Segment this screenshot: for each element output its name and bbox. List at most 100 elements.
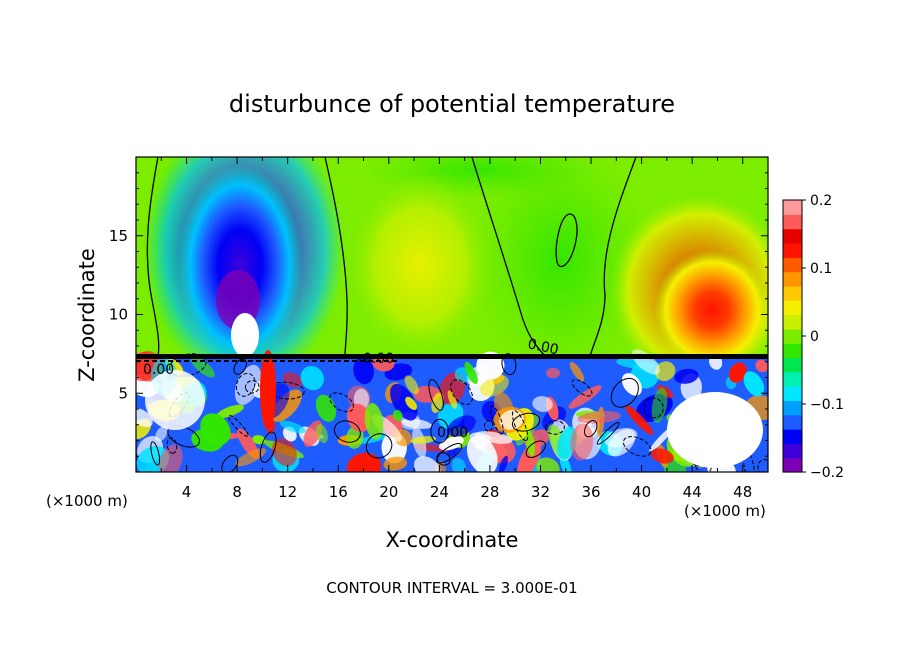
- turbulence-contour: [167, 425, 200, 448]
- colorbar-segment: [783, 314, 802, 330]
- turbulence-cell: [674, 368, 699, 384]
- colorbar-segment: [783, 271, 802, 287]
- turbulence-cell: [155, 426, 168, 442]
- turbulence-contour: [596, 421, 620, 445]
- colorbar-segment: [783, 357, 802, 373]
- colorbar-segment: [783, 300, 802, 316]
- green-zone-mid: [470, 157, 650, 380]
- colorbar-ticks: 0.2 0.1 0 −0.1 −0.2: [802, 193, 844, 481]
- turbulence-cell: [625, 405, 654, 436]
- turbulence-contour: [244, 380, 260, 394]
- turbulence-cell: [282, 372, 303, 388]
- y-tick-label: 15: [109, 227, 128, 245]
- turbulence-contour: [450, 379, 474, 405]
- turbulence-cell: [404, 375, 419, 395]
- turbulence-cell: [346, 403, 371, 432]
- turbulence-contour: [333, 420, 361, 443]
- turbulence-cell: [499, 455, 508, 472]
- turbulence-cell: [279, 420, 306, 434]
- colorbar-tick-label: 0: [810, 329, 819, 345]
- turbulence-contour: [436, 452, 451, 466]
- turbulence-contour: [235, 372, 256, 397]
- turbulence-cell: [252, 435, 266, 445]
- chart-title: disturbunce of potential temperature: [229, 90, 675, 118]
- x-tick-label: 12: [278, 483, 297, 501]
- colorbar-segment: [783, 371, 802, 387]
- x-tick-label: 48: [733, 483, 752, 501]
- turbulence-cell: [410, 436, 437, 444]
- cold-anomaly-core: [178, 165, 302, 365]
- turbulence-cell: [464, 361, 478, 385]
- warm-anomaly-core: [654, 250, 768, 370]
- colorbar-segment: [783, 457, 802, 473]
- colorbar-segment: [783, 200, 802, 215]
- zero-contour-left: [146, 157, 160, 357]
- turbulence-cell: [655, 361, 676, 382]
- colorbar-segment: [783, 414, 802, 430]
- turbulence-cell: [607, 429, 636, 457]
- turbulence-cell: [315, 423, 328, 444]
- turbulence-cell: [353, 357, 374, 385]
- colorbar-segment: [783, 443, 802, 459]
- turbulence-contour: [511, 410, 529, 442]
- turbulence-cell: [536, 457, 560, 472]
- turbulence-contour: [436, 443, 463, 464]
- colorbar-segment: [783, 400, 802, 416]
- turbulence-cell: [447, 390, 458, 409]
- turbulence-contour: [150, 441, 161, 466]
- turbulence-cell: [466, 435, 498, 472]
- turbulence-cell: [479, 374, 509, 397]
- colorbar-segment: [783, 429, 802, 444]
- plot-field: 0.00 0.00 0.00 0.00: [136, 157, 768, 472]
- turbulence-contour: [490, 405, 504, 435]
- contour-label-3: 0.00: [143, 362, 174, 378]
- turbulence-contour: [259, 431, 277, 463]
- y-axis: 5 10 15: [109, 172, 768, 457]
- turbulence-pattern: [136, 349, 768, 472]
- colorbar-segment: [783, 285, 802, 301]
- turbulence-cell: [570, 423, 594, 461]
- lower-left-neutral-zone: [145, 370, 205, 430]
- x-tick-label: 28: [480, 483, 499, 501]
- turbulence-cell: [159, 444, 183, 472]
- colorbar-segment: [783, 228, 802, 244]
- turbulence-cell: [743, 371, 765, 397]
- turbulence-contour: [221, 454, 239, 472]
- turbulence-contour: [511, 412, 541, 432]
- turbulence-cell: [372, 355, 395, 372]
- turbulence-cell: [414, 456, 441, 472]
- colorbar-segment: [783, 257, 802, 273]
- turbulence-cell: [390, 383, 418, 421]
- zero-contour-left-2: [324, 157, 348, 357]
- turbulence-contour: [643, 397, 664, 419]
- x-tick-label: 40: [632, 483, 651, 501]
- y-tick-label: 10: [109, 306, 128, 324]
- turbulence-cell: [383, 456, 408, 471]
- colorbar-tick-label: −0.1: [810, 397, 844, 413]
- turbulence-contour: [544, 420, 565, 435]
- inversion-band: [136, 354, 768, 359]
- turbulence-contour: [430, 418, 449, 444]
- turbulence-cell: [451, 457, 466, 472]
- turbulence-cell: [136, 408, 153, 428]
- turbulence-cell: [431, 392, 444, 413]
- turbulence-cell: [568, 385, 602, 409]
- colorbar-segment: [783, 328, 802, 344]
- cold-anomaly-gap: [231, 313, 259, 357]
- turbulence-cell: [405, 396, 417, 411]
- turbulence-contour: [525, 440, 546, 458]
- turbulence-cell: [446, 415, 476, 437]
- colorbar-segment: [783, 386, 802, 402]
- turbulence-cell: [577, 411, 621, 424]
- turbulence-cell: [364, 403, 384, 440]
- turbulence-cell: [392, 409, 403, 422]
- turbulence-cell: [216, 404, 245, 419]
- contour-label-2: 0.00: [363, 351, 394, 367]
- x-tick-label: 32: [531, 483, 550, 501]
- warm-band-mid: [345, 170, 495, 360]
- x-tick-label: 8: [232, 483, 242, 501]
- zero-contour-mid-2: [589, 157, 637, 357]
- zero-contour-island: [555, 213, 578, 268]
- x-tick-label: 4: [182, 483, 192, 501]
- colorbar-tick-label: 0.2: [810, 193, 832, 209]
